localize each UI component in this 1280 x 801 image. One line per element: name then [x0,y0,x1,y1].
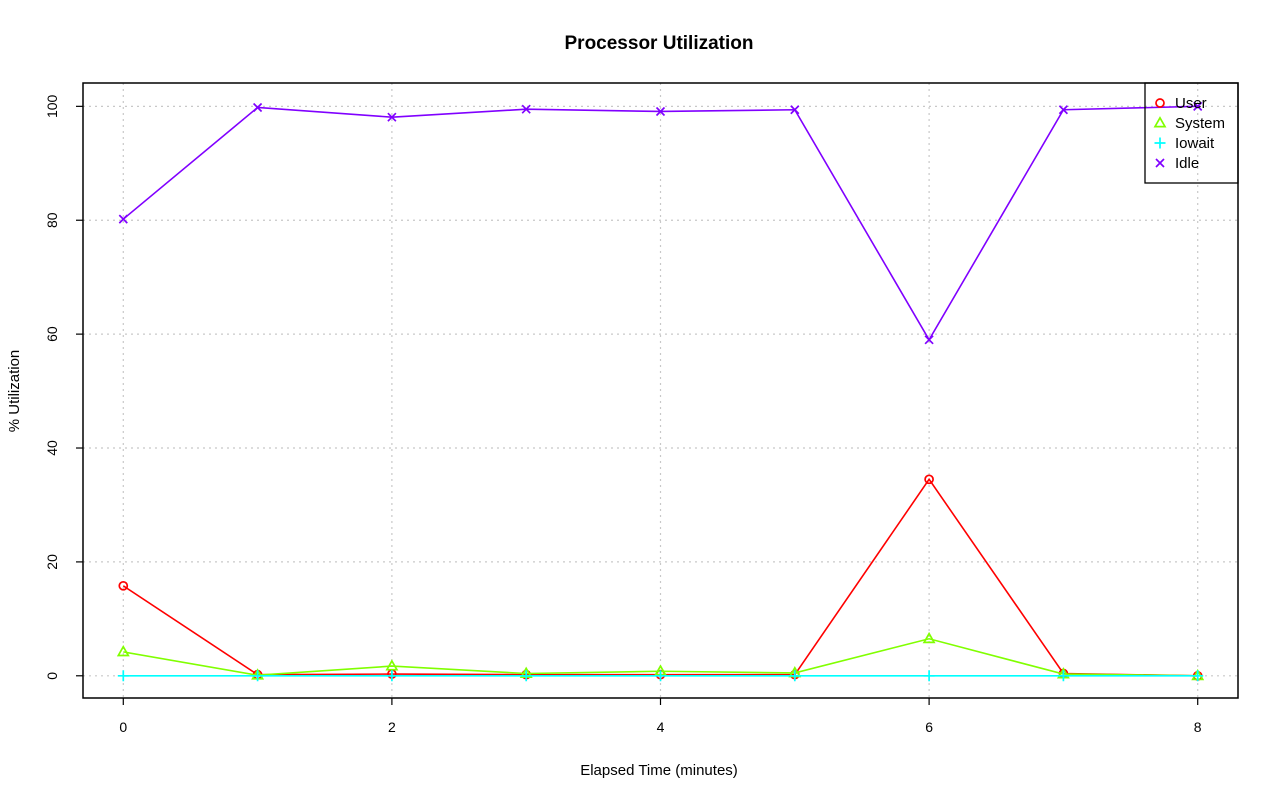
series-idle [118,101,1203,345]
legend-user-marker [1155,98,1165,108]
legend-iowait-label: Iowait [1175,135,1215,152]
grid-lines [83,83,1238,698]
x-tick-label: 6 [925,719,933,735]
legend-box [1144,82,1239,184]
user-series-line [122,477,1198,677]
x-axis-label: Elapsed Time (minutes) [580,762,738,779]
iowait-data-point [923,670,935,682]
user-data-point [118,580,129,591]
idle-data-point [790,105,800,115]
idle-data-point [924,335,934,345]
legend-system-marker [1153,116,1167,128]
user-data-point [924,474,934,485]
iowait-data-point [789,670,801,682]
idle-data-point [521,104,531,114]
iowait-data-point [520,670,532,682]
plot-frame [82,82,1239,699]
system-data-point [116,644,130,657]
legend-iowait-marker [1154,137,1166,149]
x-tick-label: 2 [388,719,396,735]
y-tick-label: 40 [44,440,60,456]
system-data-point [922,631,936,644]
data-series [116,101,1205,682]
iowait-data-point [117,670,129,682]
legend-idle-label: Idle [1175,155,1199,172]
x-tick-label: 8 [1194,719,1202,735]
y-tick-label: 60 [44,326,60,342]
iowait-data-point [655,670,666,682]
idle-data-point [118,214,128,224]
y-tick-label: 100 [44,94,60,118]
series-user [118,474,1203,681]
system-data-point [385,659,399,671]
legend-idle-marker [1155,158,1165,168]
iowait-data-point [386,670,398,682]
x-tick-label: 4 [657,719,665,735]
idle-data-point [387,112,397,122]
idle-data-point [1058,105,1069,115]
y-tick-label: 0 [44,672,60,680]
legend-system-label: System [1175,115,1225,132]
legend-user-label: User [1175,95,1207,112]
y-axis-label: % Utilization [6,350,23,433]
x-tick-label: 0 [119,719,127,735]
chart-title: Processor Utilization [565,33,754,54]
y-tick-label: 80 [44,212,60,228]
iowait-data-point [1057,670,1069,682]
idle-series-line [122,105,1198,342]
iowait-data-point [252,670,264,682]
legend: User System Iowait Idle [1144,82,1239,184]
idle-data-point [252,102,263,113]
y-tick-label: 20 [44,554,60,570]
iowait-data-point [1192,670,1204,682]
idle-data-point [1193,101,1203,111]
series-iowait [117,670,1204,682]
idle-data-point [655,106,666,117]
